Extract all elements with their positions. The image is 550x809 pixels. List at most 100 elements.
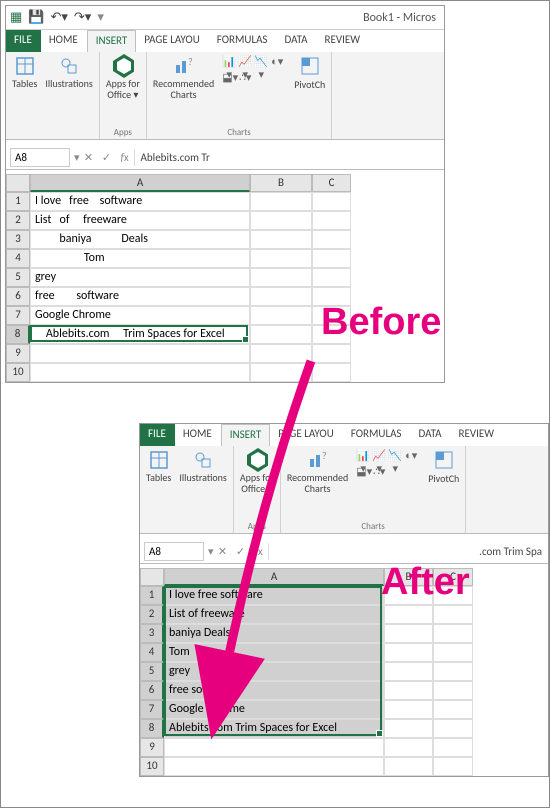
cell[interactable] <box>433 719 473 738</box>
cell[interactable]: Ablebits.com Trim Spaces for Excel <box>164 719 384 738</box>
cell[interactable] <box>433 681 473 700</box>
cell[interactable] <box>433 757 473 776</box>
ribbon-pivot[interactable]: PivotCh <box>428 449 459 485</box>
row-header[interactable]: 5 <box>140 662 164 681</box>
cell[interactable] <box>384 738 433 757</box>
cell[interactable] <box>250 249 312 268</box>
tab-file[interactable]: FILE <box>6 30 41 52</box>
cell[interactable]: grey <box>30 268 250 287</box>
worksheet[interactable]: ABC1I love free software2List of freewar… <box>140 568 548 776</box>
tab-insert[interactable]: INSERT <box>221 424 271 446</box>
cell[interactable] <box>250 363 312 382</box>
cell[interactable] <box>384 662 433 681</box>
cell[interactable] <box>250 211 312 230</box>
tab-file[interactable]: FILE <box>140 424 175 446</box>
row-header[interactable]: 10 <box>6 363 30 382</box>
undo-icon[interactable]: ↶▾ <box>50 10 67 25</box>
cell[interactable]: I love free software <box>30 192 250 211</box>
cell[interactable] <box>433 605 473 624</box>
cell[interactable] <box>384 700 433 719</box>
cell[interactable] <box>164 757 384 776</box>
cell[interactable] <box>312 230 351 249</box>
tab-formulas[interactable]: FORMULAS <box>343 424 411 446</box>
enter-icon[interactable]: ✓ <box>232 545 250 558</box>
chart-gallery[interactable]: 📊▾📈▾📉▾◐▾⬓▾∴▾ <box>356 449 420 479</box>
row-header[interactable]: 1 <box>140 586 164 605</box>
cell[interactable] <box>433 662 473 681</box>
row-header[interactable]: 9 <box>140 738 164 757</box>
tab-review[interactable]: REVIEW <box>316 30 369 52</box>
cell[interactable] <box>312 268 351 287</box>
cell[interactable]: List of freeware <box>30 211 250 230</box>
cell[interactable]: grey <box>164 662 384 681</box>
row-header[interactable]: 10 <box>140 757 164 776</box>
cell[interactable] <box>384 624 433 643</box>
row-header[interactable]: 3 <box>140 624 164 643</box>
cancel-icon[interactable]: ✕ <box>80 151 98 164</box>
cell[interactable]: baniya Deals <box>30 230 250 249</box>
row-header[interactable]: 4 <box>140 643 164 662</box>
fx-icon[interactable]: fx <box>116 151 134 164</box>
ribbon-recchart[interactable]: ?Recommended Charts <box>153 55 214 100</box>
tab-home[interactable]: HOME <box>41 30 87 52</box>
cell[interactable] <box>384 681 433 700</box>
cell[interactable]: Tom <box>30 249 250 268</box>
enter-icon[interactable]: ✓ <box>98 151 116 164</box>
chart-gallery[interactable]: 📊▾📈▾📉▾◐▾⬓▾∴▾ <box>222 55 286 85</box>
cell[interactable]: free software <box>164 681 384 700</box>
col-header[interactable]: C <box>312 174 351 192</box>
cell[interactable]: baniya Deals <box>164 624 384 643</box>
row-header[interactable]: 7 <box>6 306 30 325</box>
tab-insert[interactable]: INSERT <box>87 30 137 52</box>
fx-icon[interactable]: fx <box>250 545 268 558</box>
ribbon-illus[interactable]: Illustrations <box>179 449 227 483</box>
select-all-corner[interactable] <box>6 174 30 192</box>
cell[interactable] <box>250 344 312 363</box>
ribbon-apps[interactable]: Apps for Office ▾ <box>106 55 140 100</box>
row-header[interactable]: 2 <box>140 605 164 624</box>
ribbon-illus[interactable]: Illustrations <box>45 55 93 89</box>
cell[interactable]: I love free software <box>164 586 384 605</box>
tab-pagelayou[interactable]: PAGE LAYOU <box>270 424 342 446</box>
tab-data[interactable]: DATA <box>277 30 317 52</box>
cell[interactable] <box>433 738 473 757</box>
cell[interactable]: List of freeware <box>164 605 384 624</box>
cell[interactable] <box>384 605 433 624</box>
row-header[interactable]: 3 <box>6 230 30 249</box>
row-header[interactable]: 6 <box>6 287 30 306</box>
ribbon-apps[interactable]: Apps for Office ▾ <box>240 449 274 494</box>
cell[interactable] <box>250 192 312 211</box>
cell[interactable]: free software <box>30 287 250 306</box>
tab-formulas[interactable]: FORMULAS <box>209 30 277 52</box>
ribbon-recchart[interactable]: ?Recommended Charts <box>287 449 348 494</box>
row-header[interactable]: 1 <box>6 192 30 211</box>
select-all-corner[interactable] <box>140 568 164 586</box>
cell[interactable] <box>250 268 312 287</box>
cell[interactable] <box>250 306 312 325</box>
row-header[interactable]: 6 <box>140 681 164 700</box>
cell[interactable] <box>384 643 433 662</box>
cell[interactable] <box>433 643 473 662</box>
cell[interactable] <box>250 287 312 306</box>
col-header[interactable]: A <box>164 568 384 586</box>
tab-review[interactable]: REVIEW <box>450 424 503 446</box>
cell[interactable] <box>384 757 433 776</box>
cell[interactable] <box>433 624 473 643</box>
save-icon[interactable]: 💾 <box>28 10 44 25</box>
cell[interactable] <box>250 325 312 344</box>
cell[interactable] <box>250 230 312 249</box>
row-header[interactable]: 8 <box>140 719 164 738</box>
formula-input[interactable]: Ablebits.com Tr <box>134 149 444 166</box>
cell[interactable]: Google Chrome <box>164 700 384 719</box>
tab-pagelayou[interactable]: PAGE LAYOU <box>136 30 208 52</box>
name-box[interactable]: A8 <box>144 542 204 561</box>
cancel-icon[interactable]: ✕ <box>214 545 232 558</box>
cell[interactable] <box>312 192 351 211</box>
cell[interactable] <box>30 363 250 382</box>
ribbon-tables[interactable]: Tables <box>146 449 171 483</box>
row-header[interactable]: 8 <box>6 325 30 344</box>
cell[interactable] <box>384 719 433 738</box>
redo-icon[interactable]: ↷▾ <box>74 10 91 25</box>
name-box[interactable]: A8 <box>10 148 70 167</box>
cell[interactable] <box>433 700 473 719</box>
